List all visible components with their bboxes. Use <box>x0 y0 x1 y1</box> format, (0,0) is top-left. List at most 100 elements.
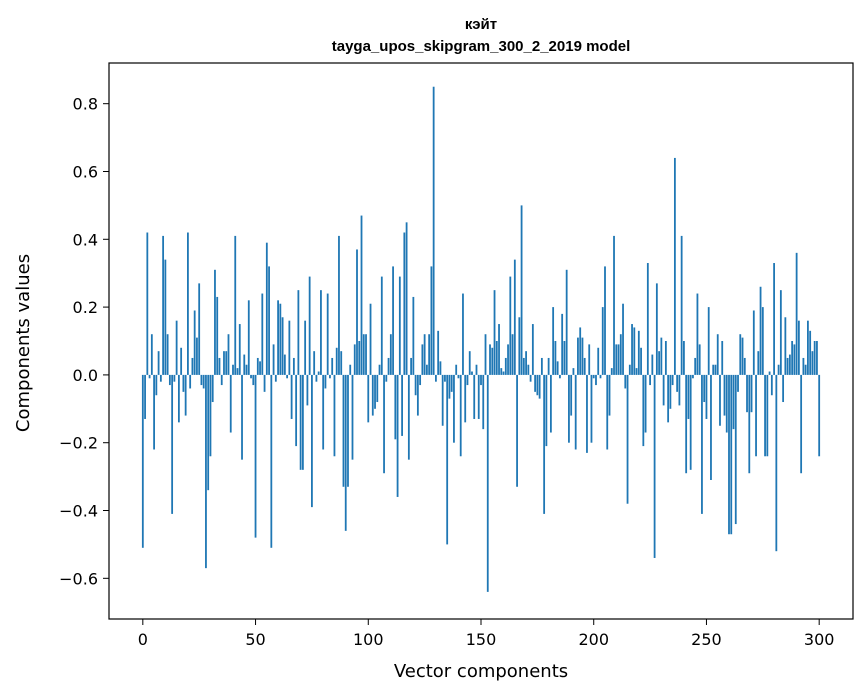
bar-114 <box>398 276 401 375</box>
bar-157 <box>495 341 498 375</box>
bar-65 <box>288 320 291 375</box>
bar-60 <box>277 300 279 375</box>
bar-118 <box>407 374 410 460</box>
bar-298 <box>813 341 816 375</box>
bar-268 <box>746 374 748 413</box>
bar-89 <box>342 374 345 487</box>
bar-112 <box>394 374 397 440</box>
bar-208 <box>610 368 613 375</box>
bar-239 <box>680 235 683 375</box>
bar-174 <box>534 374 537 392</box>
bar-152 <box>484 334 487 375</box>
bar-249 <box>703 374 706 403</box>
bar-229 <box>658 351 661 375</box>
bar-278 <box>768 371 771 375</box>
bar-98 <box>362 334 365 375</box>
bar-224 <box>646 263 649 375</box>
bar-123 <box>419 374 422 386</box>
bar-136 <box>448 374 451 399</box>
bar-2 <box>146 232 149 375</box>
x-tick-label: 200 <box>578 630 609 649</box>
bar-37 <box>225 351 228 375</box>
bar-139 <box>455 364 458 375</box>
bar-104 <box>376 374 379 403</box>
bar-232 <box>664 341 667 375</box>
bar-57 <box>270 374 273 548</box>
bar-243 <box>689 374 692 470</box>
bar-299 <box>816 341 818 375</box>
bar-199 <box>590 374 593 443</box>
bar-221 <box>640 347 642 375</box>
bar-34 <box>218 357 221 375</box>
bar-207 <box>608 374 611 416</box>
bar-9 <box>162 235 165 375</box>
y-tick-label: −0.4 <box>59 502 98 521</box>
bar-294 <box>804 364 807 375</box>
bar-291 <box>797 320 800 375</box>
bar-63 <box>283 354 286 375</box>
bar-166 <box>516 374 518 487</box>
bar-263 <box>734 374 737 525</box>
bar-205 <box>604 266 606 375</box>
bar-145 <box>468 351 471 375</box>
bar-217 <box>631 324 633 375</box>
bar-228 <box>655 283 658 375</box>
bar-212 <box>619 334 622 375</box>
bar-81 <box>324 374 327 389</box>
bar-285 <box>784 317 787 375</box>
bar-101 <box>369 303 372 375</box>
bar-78 <box>317 371 320 375</box>
bar-252 <box>710 374 712 480</box>
bar-94 <box>353 344 356 375</box>
bar-203 <box>599 374 602 379</box>
bar-292 <box>800 374 803 474</box>
bar-32 <box>214 269 216 375</box>
bar-244 <box>692 374 694 379</box>
y-tick-label: 0.6 <box>73 162 98 181</box>
x-tick-label: 100 <box>353 630 384 649</box>
bar-151 <box>482 374 485 430</box>
bar-159 <box>500 368 503 375</box>
bar-76 <box>313 351 316 375</box>
bar-129 <box>432 86 435 375</box>
bar-110 <box>389 334 392 375</box>
bar-195 <box>581 337 584 375</box>
bar-155 <box>491 347 494 375</box>
bar-253 <box>712 364 715 375</box>
bar-19 <box>184 374 187 416</box>
bar-93 <box>351 374 354 460</box>
bar-14 <box>173 374 176 382</box>
bar-109 <box>387 357 390 375</box>
bar-51 <box>256 357 259 375</box>
bar-91 <box>347 374 349 487</box>
bar-247 <box>698 344 701 375</box>
bar-262 <box>732 374 735 430</box>
bar-116 <box>403 232 406 375</box>
bar-238 <box>678 374 681 406</box>
bar-7 <box>157 351 160 375</box>
bar-161 <box>504 357 507 375</box>
y-tick-label: 0.8 <box>73 95 98 114</box>
bar-96 <box>358 341 361 375</box>
bar-29 <box>207 374 210 491</box>
bar-38 <box>227 334 230 375</box>
bar-8 <box>159 374 162 382</box>
bar-254 <box>714 364 717 375</box>
bar-279 <box>770 374 773 396</box>
bar-154 <box>489 344 491 375</box>
bar-178 <box>543 374 546 514</box>
bar-17 <box>180 347 183 375</box>
bar-223 <box>644 374 647 433</box>
bar-280 <box>773 263 775 375</box>
bar-36 <box>223 351 225 375</box>
bar-287 <box>788 354 791 375</box>
bar-28 <box>205 374 207 569</box>
bar-56 <box>268 266 270 375</box>
bar-277 <box>766 374 769 457</box>
bar-213 <box>622 303 624 375</box>
bar-84 <box>331 357 334 375</box>
bar-62 <box>281 317 284 375</box>
bar-209 <box>613 235 615 375</box>
bar-132 <box>439 361 442 375</box>
bar-108 <box>385 374 388 382</box>
